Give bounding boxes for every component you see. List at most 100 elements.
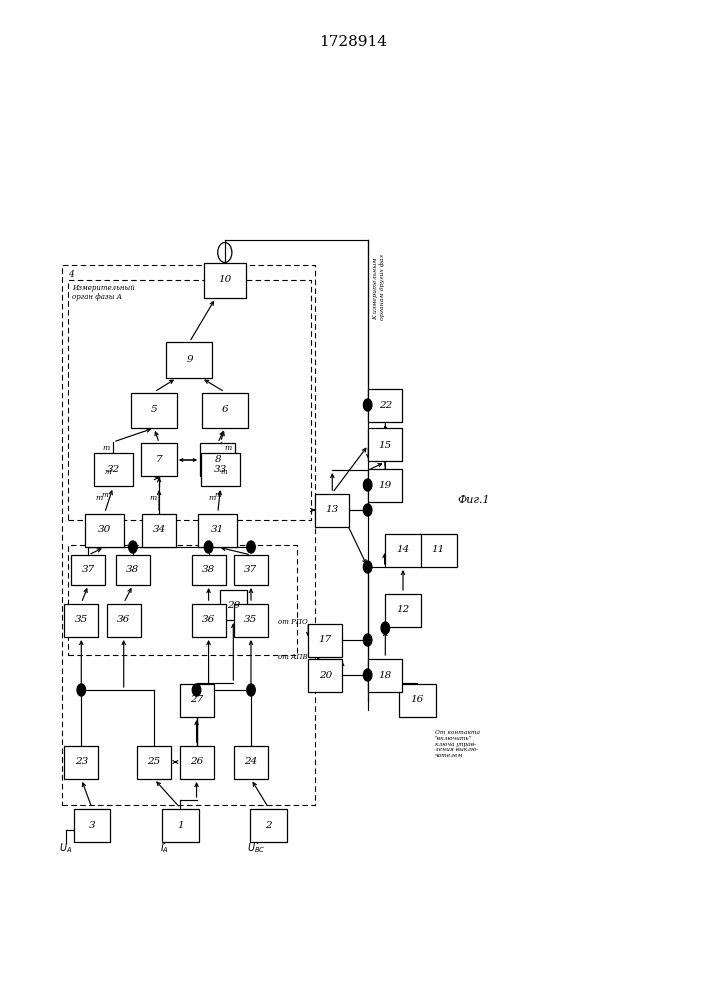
Text: m: m (104, 468, 111, 476)
Circle shape (381, 622, 390, 634)
Text: 1728914: 1728914 (320, 35, 387, 49)
Text: 4: 4 (68, 270, 74, 279)
Text: 27: 27 (190, 696, 203, 704)
Text: $U_A$: $U_A$ (59, 841, 72, 855)
Text: 23: 23 (75, 758, 88, 766)
Text: 35: 35 (245, 615, 257, 624)
FancyBboxPatch shape (64, 746, 98, 778)
FancyBboxPatch shape (308, 624, 342, 656)
Circle shape (247, 541, 255, 553)
Text: 32: 32 (107, 466, 119, 475)
FancyBboxPatch shape (85, 514, 124, 546)
Circle shape (363, 634, 372, 646)
FancyBboxPatch shape (234, 746, 268, 778)
Text: m: m (221, 468, 228, 476)
FancyBboxPatch shape (180, 746, 214, 778)
Text: m: m (101, 491, 108, 499)
FancyBboxPatch shape (234, 604, 268, 637)
Text: 30: 30 (98, 526, 111, 534)
FancyBboxPatch shape (71, 555, 105, 585)
Text: от РПО: от РПО (278, 618, 308, 626)
Text: 33: 33 (214, 466, 227, 475)
Text: 16: 16 (411, 696, 423, 704)
Text: 36: 36 (117, 615, 130, 624)
FancyBboxPatch shape (192, 604, 226, 637)
Text: 7: 7 (156, 456, 163, 464)
Text: 25: 25 (148, 758, 160, 766)
FancyBboxPatch shape (399, 684, 436, 716)
Text: 1: 1 (177, 820, 184, 830)
FancyBboxPatch shape (385, 593, 421, 626)
Text: 8: 8 (214, 456, 221, 464)
Text: 24: 24 (245, 758, 257, 766)
FancyBboxPatch shape (200, 443, 235, 476)
FancyBboxPatch shape (368, 658, 402, 692)
Text: $U_{BC}$: $U_{BC}$ (247, 841, 266, 855)
Text: m: m (103, 444, 110, 452)
Text: 37: 37 (245, 566, 257, 574)
FancyBboxPatch shape (93, 453, 132, 486)
Text: Измерительный
орган фазы А: Измерительный орган фазы А (72, 284, 135, 301)
Text: 26: 26 (190, 758, 203, 766)
Text: 35: 35 (75, 615, 88, 624)
Text: m: m (209, 494, 216, 502)
Circle shape (363, 669, 372, 681)
FancyBboxPatch shape (368, 388, 402, 422)
Circle shape (247, 684, 255, 696)
FancyBboxPatch shape (234, 555, 268, 585)
Text: 37: 37 (82, 566, 95, 574)
Text: 12: 12 (397, 605, 409, 614)
FancyBboxPatch shape (315, 494, 349, 526)
Text: 38: 38 (202, 566, 215, 574)
Text: 22: 22 (379, 400, 392, 410)
Text: от АПВ: от АПВ (278, 653, 308, 661)
Text: К измерительным
органам других фаз: К измерительным органам других фаз (373, 254, 385, 320)
Circle shape (192, 684, 201, 696)
FancyBboxPatch shape (368, 468, 402, 502)
Circle shape (204, 541, 213, 553)
Text: 10: 10 (218, 275, 231, 284)
FancyBboxPatch shape (167, 342, 212, 377)
Text: 3: 3 (88, 820, 95, 830)
FancyBboxPatch shape (141, 443, 177, 476)
FancyBboxPatch shape (308, 658, 342, 692)
Text: m: m (149, 494, 156, 502)
Circle shape (363, 561, 372, 573)
Text: 6: 6 (221, 406, 228, 414)
FancyBboxPatch shape (142, 514, 176, 546)
FancyBboxPatch shape (385, 534, 421, 566)
Text: m: m (224, 444, 231, 452)
Text: 19: 19 (379, 481, 392, 489)
Circle shape (363, 504, 372, 516)
Text: 34: 34 (153, 526, 165, 534)
FancyBboxPatch shape (198, 514, 237, 546)
Text: $I_A$: $I_A$ (160, 841, 168, 855)
Text: 11: 11 (432, 546, 445, 554)
FancyBboxPatch shape (201, 392, 247, 428)
Circle shape (363, 479, 372, 491)
Text: m: m (214, 491, 221, 499)
Text: 36: 36 (202, 615, 215, 624)
Text: 20: 20 (319, 670, 332, 680)
Text: 18: 18 (379, 670, 392, 680)
FancyBboxPatch shape (204, 262, 246, 298)
FancyBboxPatch shape (131, 392, 177, 428)
Text: 31: 31 (211, 526, 224, 534)
FancyBboxPatch shape (368, 428, 402, 461)
Circle shape (129, 541, 137, 553)
Text: 38: 38 (127, 566, 139, 574)
Circle shape (77, 684, 86, 696)
FancyBboxPatch shape (250, 808, 287, 842)
Text: 15: 15 (379, 440, 392, 450)
FancyBboxPatch shape (64, 604, 98, 637)
Text: 2: 2 (265, 820, 272, 830)
Circle shape (363, 399, 372, 411)
Text: 17: 17 (319, 636, 332, 645)
FancyBboxPatch shape (201, 453, 240, 486)
Text: m: m (95, 494, 103, 502)
Text: 29: 29 (227, 600, 240, 609)
Text: 5: 5 (151, 406, 158, 414)
FancyBboxPatch shape (107, 604, 141, 637)
FancyBboxPatch shape (162, 808, 199, 842)
FancyBboxPatch shape (180, 684, 214, 716)
